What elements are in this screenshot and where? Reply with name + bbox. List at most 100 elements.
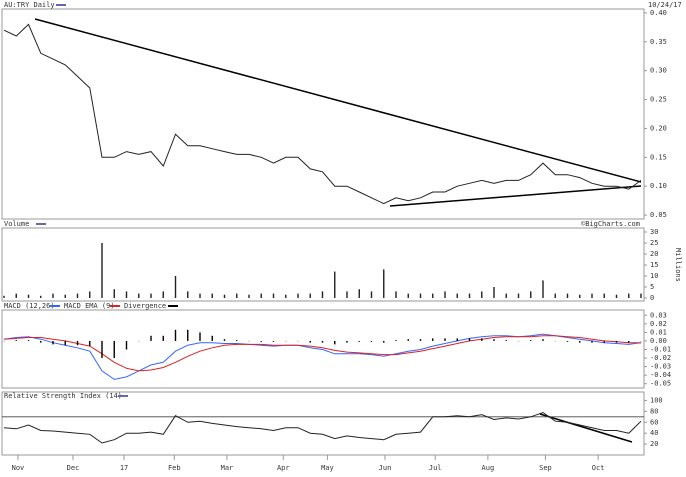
bar xyxy=(236,293,238,298)
rsi-panel xyxy=(1,391,645,456)
series-line xyxy=(3,411,642,444)
x-tick-label: 17 xyxy=(120,464,128,472)
x-tick-label: Mar xyxy=(221,464,234,472)
bar xyxy=(321,340,324,343)
bar xyxy=(248,294,250,298)
bar xyxy=(444,338,446,341)
y-tick-label: 0.20 xyxy=(650,124,667,132)
bar xyxy=(640,293,642,298)
y-tick-label: 40 xyxy=(650,429,658,437)
bar xyxy=(468,293,471,298)
volume-unit: Millions xyxy=(674,248,682,282)
bar xyxy=(223,294,226,298)
bar xyxy=(3,295,5,298)
bar xyxy=(174,329,177,341)
y-tick-label: 25 xyxy=(650,239,658,247)
bar xyxy=(162,291,164,298)
bar xyxy=(432,293,434,298)
bar xyxy=(64,340,66,346)
bar xyxy=(395,340,397,341)
bar xyxy=(358,340,360,342)
x-tick-label: May xyxy=(321,464,334,472)
legend-text: Divergence xyxy=(124,302,166,310)
bar xyxy=(101,243,103,298)
bar xyxy=(456,293,458,298)
bar xyxy=(419,339,422,341)
x-tick-label: Aug xyxy=(482,464,495,472)
rsi-title: Relative Strength Index (14) xyxy=(4,392,122,400)
bar xyxy=(383,340,385,343)
price-panel xyxy=(1,8,645,220)
bar xyxy=(52,340,54,345)
credit: ©BigCharts.com xyxy=(581,220,640,228)
y-tick-label: 10 xyxy=(650,272,658,280)
trend-line xyxy=(34,18,642,183)
bar xyxy=(370,340,373,342)
bar xyxy=(407,293,409,298)
y-tick-label: -0.03 xyxy=(650,363,671,371)
y-tick-label: 20 xyxy=(650,250,658,258)
volume-title: Volume xyxy=(4,220,29,228)
bar xyxy=(27,340,30,341)
bar xyxy=(64,294,66,298)
x-tick-label: Nov xyxy=(12,464,25,472)
bar xyxy=(481,338,483,341)
y-tick-label: 0 xyxy=(650,294,654,302)
series-line xyxy=(3,23,642,205)
bar xyxy=(383,269,385,298)
y-tick-label: 0.15 xyxy=(650,153,667,161)
y-tick-label: 0.35 xyxy=(650,38,667,46)
bar xyxy=(40,295,42,298)
date: 10/24/17 xyxy=(648,1,682,9)
bar xyxy=(493,339,495,341)
bar xyxy=(125,291,128,298)
y-tick-label: 20 xyxy=(650,440,658,448)
y-tick-label: 0.00 xyxy=(650,337,667,345)
bar xyxy=(334,340,336,345)
y-tick-label: 15 xyxy=(650,261,658,269)
legend-text: MACD EMA (9) xyxy=(64,302,115,310)
bar xyxy=(542,280,544,298)
bar xyxy=(591,340,593,343)
bar xyxy=(591,293,593,298)
bar xyxy=(309,340,311,343)
bar xyxy=(76,340,79,346)
bar xyxy=(211,335,213,341)
bar xyxy=(542,339,544,341)
bar xyxy=(358,289,360,298)
bar xyxy=(260,293,262,298)
y-tick-label: 0.01 xyxy=(650,328,667,336)
bar xyxy=(76,293,79,298)
bar xyxy=(40,340,42,343)
bar xyxy=(468,338,471,341)
bar xyxy=(15,340,17,341)
bar xyxy=(27,294,30,298)
bar xyxy=(199,332,201,341)
x-tick-label: Feb xyxy=(168,464,181,472)
bar xyxy=(113,340,115,359)
y-tick-label: -0.01 xyxy=(650,346,671,354)
y-tick-label: -0.02 xyxy=(650,354,671,362)
bar xyxy=(579,340,581,343)
bar xyxy=(628,293,630,298)
bar xyxy=(517,293,520,298)
bar xyxy=(615,340,618,343)
bar xyxy=(603,293,605,298)
bar xyxy=(346,291,348,298)
y-tick-label: 0.40 xyxy=(650,9,667,17)
bar xyxy=(334,271,336,298)
x-tick-label: Jun xyxy=(379,464,392,472)
trend-line xyxy=(539,413,633,443)
bar xyxy=(603,340,605,343)
bar xyxy=(505,293,507,298)
price-title: AU:TRY Daily xyxy=(4,1,55,9)
y-tick-label: 100 xyxy=(650,396,663,404)
bar xyxy=(628,340,630,343)
bar xyxy=(554,293,556,298)
y-tick-label: 30 xyxy=(650,228,658,236)
bar xyxy=(211,293,213,298)
y-tick-label: 0.25 xyxy=(650,96,667,104)
bar xyxy=(432,338,434,341)
bar xyxy=(272,293,275,298)
